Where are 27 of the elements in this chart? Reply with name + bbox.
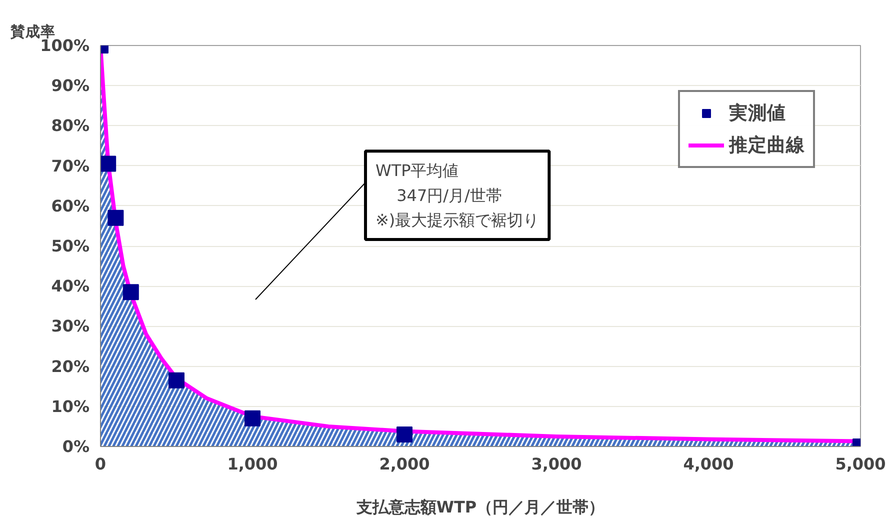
x-tick-label: 2,000 [379,454,430,474]
x-axis-title: 支払意志額WTP（円／月／世帯） [355,498,605,516]
y-tick-label: 80% [51,116,90,136]
x-tick-label: 4,000 [683,454,734,474]
point [100,156,116,172]
x-tick-label: 3,000 [531,454,582,474]
point [122,284,139,300]
point [244,410,260,426]
point [396,426,412,442]
y-tick-label: 10% [51,396,90,416]
x-tick-label: 0 [94,454,106,474]
y-tick-label: 90% [51,76,90,96]
y-tick-label: 20% [51,356,90,376]
annotation: WTP平均値 347円/月/世帯 ※)最大提示額で裾切り [376,161,540,230]
y-tick-label: 60% [51,196,90,216]
y-tick-label: 0% [62,437,90,456]
legend-label: 推定曲線 [729,134,805,158]
x-tick-label: 1,000 [227,454,278,474]
y-tick-label: 40% [51,276,90,296]
point [108,210,124,226]
x-tick-label: 5,000 [835,454,886,474]
legend-label: 実測値 [729,102,786,126]
y-tick-label: 70% [51,156,90,176]
y-tick-label: 30% [51,316,90,336]
point [168,372,184,388]
y-axis-title: 賛成率 [10,22,56,40]
y-tick-label: 50% [51,236,90,256]
